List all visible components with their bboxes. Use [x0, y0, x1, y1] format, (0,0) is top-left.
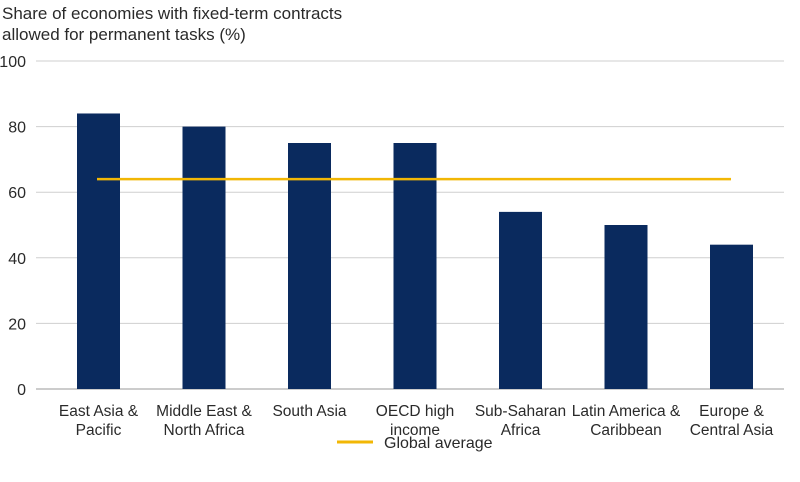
bar	[77, 113, 120, 389]
x-category-label-line: South Asia	[272, 403, 346, 420]
x-category-label-line: Europe &	[699, 403, 764, 420]
bar	[710, 244, 753, 389]
x-category-label-line: Africa	[501, 422, 541, 439]
x-category-label-line: income	[390, 422, 440, 439]
y-tick-label: 100	[0, 54, 26, 71]
x-category-label: Latin America & Caribbean	[572, 403, 681, 439]
x-axis-categories: East Asia & Pacific Middle East & North Afr…	[59, 403, 774, 439]
y-tick-label: 60	[8, 185, 26, 202]
x-category-label: OECD high income	[376, 403, 454, 439]
bar	[499, 211, 542, 389]
x-category-label-line: Sub-Saharan	[475, 403, 566, 420]
x-category-label-line: East Asia &	[59, 403, 139, 420]
x-category-label-line: Caribbean	[590, 422, 662, 439]
x-category-label-line: North Africa	[164, 422, 245, 439]
bar	[182, 126, 226, 389]
y-tick-label: 40	[8, 251, 26, 268]
bar	[288, 143, 331, 389]
bars	[77, 113, 753, 389]
legend: Global average	[337, 435, 493, 452]
bar	[393, 143, 437, 389]
x-category-label-line: Pacific	[76, 422, 122, 439]
x-category-label-line: Middle East &	[156, 403, 252, 420]
legend-label-global-average: Global average	[384, 435, 493, 452]
y-axis-ticks: 0 20 40 60 80 100	[0, 54, 26, 399]
y-tick-label: 20	[8, 316, 26, 333]
y-axis-title: Share of economies with fixed-term contr…	[2, 4, 342, 44]
x-category-label-line: OECD high	[376, 403, 454, 420]
x-category-label: East Asia & Pacific	[59, 403, 139, 439]
y-axis-title-line-2: allowed for permanent tasks (%)	[2, 25, 246, 44]
x-category-label-line: Latin America &	[572, 403, 681, 420]
x-category-label-line: Central Asia	[690, 422, 774, 439]
x-category-label: Middle East & North Africa	[156, 403, 252, 439]
y-tick-label: 0	[17, 382, 26, 399]
bar	[604, 225, 648, 389]
x-category-label: South Asia	[272, 403, 346, 420]
y-tick-label: 80	[8, 120, 26, 137]
y-axis-title-line-1: Share of economies with fixed-term contr…	[2, 4, 342, 23]
x-category-label: Europe & Central Asia	[690, 403, 774, 439]
x-category-label: Sub-Saharan Africa	[475, 403, 566, 439]
